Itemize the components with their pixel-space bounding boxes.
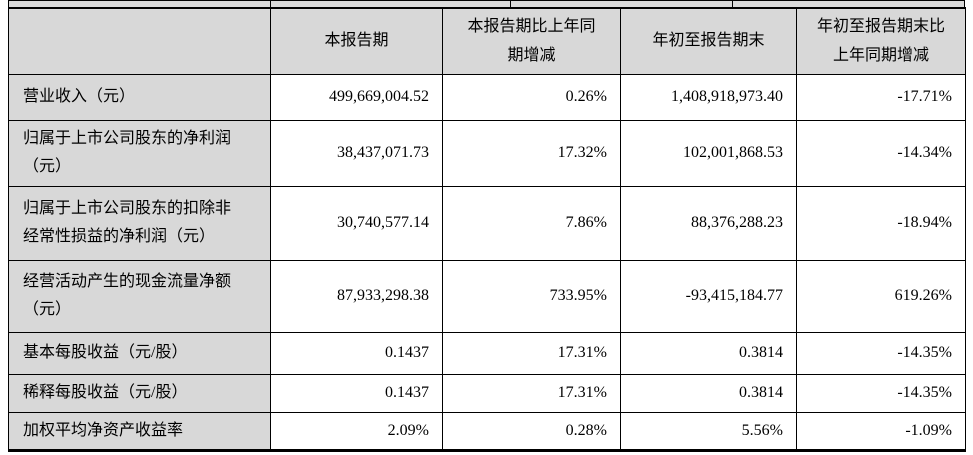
- col-header-ytd: 年初至报告期末: [620, 7, 797, 75]
- cell-current-yoy-change: 17.32%: [442, 119, 621, 187]
- cell-ytd-yoy-change: -18.94%: [796, 185, 966, 261]
- table-row-net-profit: 归属于上市公司股东的净利润 （元） 38,437,071.73 17.32% 1…: [8, 119, 966, 187]
- row-label: 经营活动产生的现金流量净额 （元）: [8, 259, 271, 333]
- cell-ytd: 5.56%: [620, 411, 797, 451]
- cell-current-yoy-change: 7.86%: [442, 185, 621, 261]
- row-label: 基本每股收益（元/股）: [8, 331, 271, 375]
- cell-current-period: 0.1437: [270, 331, 443, 375]
- cell-current-yoy-change: 733.95%: [442, 259, 621, 333]
- table-row-net-profit-excl-nonrecurring: 归属于上市公司股东的扣除非 经常性损益的净利润（元） 30,740,577.14…: [8, 185, 966, 261]
- cell-current-period: 2.09%: [270, 411, 443, 451]
- table-row-weighted-avg-roe: 加权平均净资产收益率 2.09% 0.28% 5.56% -1.09%: [8, 411, 966, 451]
- col-header-current-period: 本报告期: [270, 7, 443, 75]
- table-header-row: 本报告期 本报告期比上年同 期增减 年初至报告期末 年初至报告期末比 上年同期增…: [8, 7, 966, 75]
- previous-row-cell: [9, 1, 271, 7]
- cell-ytd: 1,408,918,973.40: [620, 73, 797, 121]
- cell-ytd: -93,415,184.77: [620, 259, 797, 333]
- table-row-basic-eps: 基本每股收益（元/股） 0.1437 17.31% 0.3814 -14.35%: [8, 331, 966, 375]
- cell-current-period: 0.1437: [270, 373, 443, 413]
- cell-ytd-yoy-change: -1.09%: [796, 411, 966, 451]
- cell-current-period: 38,437,071.73: [270, 119, 443, 187]
- cell-current-yoy-change: 17.31%: [442, 331, 621, 375]
- cell-ytd: 102,001,868.53: [620, 119, 797, 187]
- col-header-current-period-yoy-change: 本报告期比上年同 期增减: [442, 7, 621, 75]
- header-empty-cell: [8, 7, 271, 75]
- cell-ytd-yoy-change: -14.35%: [796, 331, 966, 375]
- table-row-diluted-eps: 稀释每股收益（元/股） 0.1437 17.31% 0.3814 -14.35%: [8, 373, 966, 413]
- cell-current-yoy-change: 0.26%: [442, 73, 621, 121]
- previous-row-cell: [271, 1, 511, 7]
- table-row-revenue: 营业收入（元） 499,669,004.52 0.26% 1,408,918,9…: [8, 73, 966, 121]
- row-label: 归属于上市公司股东的扣除非 经常性损益的净利润（元）: [8, 185, 271, 261]
- cell-ytd: 0.3814: [620, 331, 797, 375]
- cell-ytd-yoy-change: 619.26%: [796, 259, 966, 333]
- cell-current-period: 499,669,004.52: [270, 73, 443, 121]
- row-label: 归属于上市公司股东的净利润 （元）: [8, 119, 271, 187]
- previous-row-cell: [511, 1, 733, 7]
- financial-summary-table: 本报告期 本报告期比上年同 期增减 年初至报告期末 年初至报告期末比 上年同期增…: [8, 7, 966, 452]
- cell-current-yoy-change: 17.31%: [442, 373, 621, 413]
- cell-current-yoy-change: 0.28%: [442, 411, 621, 451]
- col-header-ytd-yoy-change: 年初至报告期末比 上年同期增减: [796, 7, 966, 75]
- cell-ytd: 88,376,288.23: [620, 185, 797, 261]
- cell-ytd-yoy-change: -14.34%: [796, 119, 966, 187]
- row-label: 加权平均净资产收益率: [8, 411, 271, 451]
- cell-current-period: 87,933,298.38: [270, 259, 443, 333]
- previous-row-sliver: [8, 0, 965, 7]
- cell-current-period: 30,740,577.14: [270, 185, 443, 261]
- cell-ytd-yoy-change: -17.71%: [796, 73, 966, 121]
- cell-ytd-yoy-change: -14.35%: [796, 373, 966, 413]
- row-label: 营业收入（元）: [8, 73, 271, 121]
- cell-ytd: 0.3814: [620, 373, 797, 413]
- table-row-operating-cash-flow: 经营活动产生的现金流量净额 （元） 87,933,298.38 733.95% …: [8, 259, 966, 333]
- row-label: 稀释每股收益（元/股）: [8, 373, 271, 413]
